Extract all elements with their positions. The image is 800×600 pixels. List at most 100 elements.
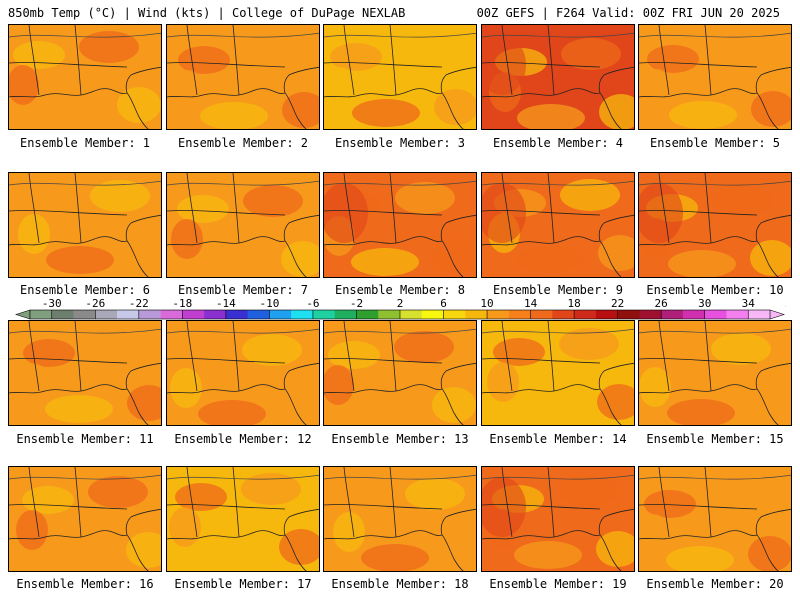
map-title: 850mb Temp (°C) | Wind (kts) | College o… bbox=[8, 6, 406, 20]
colorbar-swatch bbox=[378, 310, 401, 319]
colorbar-swatch bbox=[138, 310, 161, 319]
ensemble-member-panel bbox=[8, 172, 162, 278]
temperature-field-map bbox=[324, 173, 476, 277]
ensemble-member-panel bbox=[323, 172, 477, 278]
ensemble-member-label: Ensemble Member: 17 bbox=[174, 577, 312, 591]
colorbar-swatch bbox=[595, 310, 618, 319]
colorbar-swatch bbox=[465, 310, 488, 319]
colorbar-tick-label: -30 bbox=[42, 297, 62, 310]
temperature-field-map bbox=[167, 467, 319, 571]
run-valid-time: 00Z GEFS | F264 Valid: 00Z FRI JUN 20 20… bbox=[476, 6, 780, 20]
colorbar-swatch bbox=[51, 310, 74, 319]
ensemble-member-panel bbox=[481, 24, 635, 130]
colorbar-swatch bbox=[552, 310, 575, 319]
colorbar-tick-label: 10 bbox=[480, 297, 493, 310]
colorbar-swatch bbox=[247, 310, 270, 319]
colorbar-swatch bbox=[487, 310, 510, 319]
colorbar-swatch bbox=[204, 310, 227, 319]
ensemble-member-label: Ensemble Member: 1 bbox=[19, 136, 151, 150]
ensemble-member-label: Ensemble Member: 12 bbox=[174, 432, 312, 446]
colorbar-swatch bbox=[73, 310, 96, 319]
ensemble-member-label: Ensemble Member: 20 bbox=[646, 577, 784, 591]
colorbar-swatch bbox=[704, 310, 727, 319]
colorbar-swatch bbox=[661, 310, 684, 319]
colorbar-swatch bbox=[530, 310, 553, 319]
ensemble-member-label: Ensemble Member: 8 bbox=[334, 283, 466, 297]
temperature-field-map bbox=[167, 25, 319, 129]
ensemble-member-panel bbox=[481, 466, 635, 572]
temperature-field-map bbox=[167, 321, 319, 425]
ensemble-member-panel bbox=[166, 320, 320, 426]
ensemble-member-panel bbox=[166, 24, 320, 130]
colorbar-swatch bbox=[291, 310, 314, 319]
ensemble-member-panel bbox=[8, 466, 162, 572]
ensemble-member-label: Ensemble Member: 4 bbox=[492, 136, 624, 150]
temperature-field-map bbox=[9, 25, 161, 129]
colorbar-tick-label: 14 bbox=[524, 297, 538, 310]
colorbar-swatch bbox=[160, 310, 183, 319]
ensemble-member-label: Ensemble Member: 14 bbox=[489, 432, 627, 446]
colorbar-tick-label: 38 bbox=[785, 297, 786, 310]
temperature-field-map bbox=[324, 467, 476, 571]
ensemble-member-label: Ensemble Member: 10 bbox=[646, 283, 784, 297]
ensemble-member-label: Ensemble Member: 7 bbox=[177, 283, 309, 297]
temperature-field-map bbox=[9, 467, 161, 571]
colorbar-tick-label: 18 bbox=[567, 297, 580, 310]
ensemble-member-panel bbox=[323, 320, 477, 426]
ensemble-member-panel bbox=[638, 24, 792, 130]
colorbar-swatch bbox=[334, 310, 357, 319]
ensemble-member-panel bbox=[638, 320, 792, 426]
colorbar-tick-label: -14 bbox=[216, 297, 236, 310]
colorbar-swatch bbox=[443, 310, 466, 319]
colorbar-tick-label: -2 bbox=[350, 297, 363, 310]
temperature-field-map bbox=[482, 25, 634, 129]
colorbar-tick-label: 22 bbox=[611, 297, 624, 310]
colorbar-tick-label: 34 bbox=[742, 297, 756, 310]
colorbar-tick-label: -26 bbox=[85, 297, 105, 310]
ensemble-member-label: Ensemble Member: 15 bbox=[646, 432, 784, 446]
ensemble-member-label: Ensemble Member: 3 bbox=[334, 136, 466, 150]
ensemble-member-label: Ensemble Member: 2 bbox=[177, 136, 309, 150]
temperature-field-map bbox=[639, 321, 791, 425]
temperature-field-map bbox=[324, 321, 476, 425]
ensemble-member-panel bbox=[481, 172, 635, 278]
colorbar-tick-label: 26 bbox=[655, 297, 668, 310]
colorbar-swatch bbox=[682, 310, 706, 319]
ensemble-member-label: Ensemble Member: 18 bbox=[331, 577, 469, 591]
ensemble-member-panel bbox=[166, 466, 320, 572]
ensemble-member-label: Ensemble Member: 5 bbox=[649, 136, 781, 150]
temperature-field-map bbox=[639, 25, 791, 129]
ensemble-member-label: Ensemble Member: 11 bbox=[16, 432, 154, 446]
ensemble-member-panel bbox=[166, 172, 320, 278]
colorbar-tick-label: 6 bbox=[440, 297, 447, 310]
temperature-field-map bbox=[482, 321, 634, 425]
ensemble-member-panel bbox=[638, 172, 792, 278]
temperature-field-map bbox=[482, 467, 634, 571]
colorbar-swatch bbox=[748, 310, 771, 319]
colorbar-swatch bbox=[269, 310, 292, 319]
ensemble-member-label: Ensemble Member: 19 bbox=[489, 577, 627, 591]
temperature-field-map bbox=[639, 173, 791, 277]
colorbar-tick-label: 30 bbox=[698, 297, 711, 310]
colorbar-tick-label: 2 bbox=[397, 297, 404, 310]
ensemble-member-panel bbox=[638, 466, 792, 572]
ensemble-member-panel bbox=[323, 466, 477, 572]
ensemble-member-panel bbox=[8, 24, 162, 130]
colorbar-swatch bbox=[225, 310, 248, 319]
colorbar-swatch bbox=[117, 310, 140, 319]
colorbar-tick-label: -18 bbox=[172, 297, 192, 310]
colorbar-tick-label: -22 bbox=[129, 297, 149, 310]
colorbar-swatch bbox=[182, 310, 205, 319]
colorbar-swatch bbox=[617, 310, 640, 319]
colorbar-swatch bbox=[574, 310, 597, 319]
ensemble-member-panel bbox=[323, 24, 477, 130]
temperature-field-map bbox=[167, 173, 319, 277]
colorbar-swatch bbox=[312, 310, 336, 319]
temperature-colorbar: -30-26-22-18-14-10-6-2261014182226303438… bbox=[15, 297, 786, 320]
ensemble-member-label: Ensemble Member: 13 bbox=[331, 432, 469, 446]
colorbar-swatch bbox=[726, 310, 749, 319]
ensemble-member-label: Ensemble Member: 6 bbox=[19, 283, 151, 297]
colorbar-swatch bbox=[421, 310, 444, 319]
temperature-field-map bbox=[639, 467, 791, 571]
ensemble-member-label: Ensemble Member: 9 bbox=[492, 283, 624, 297]
